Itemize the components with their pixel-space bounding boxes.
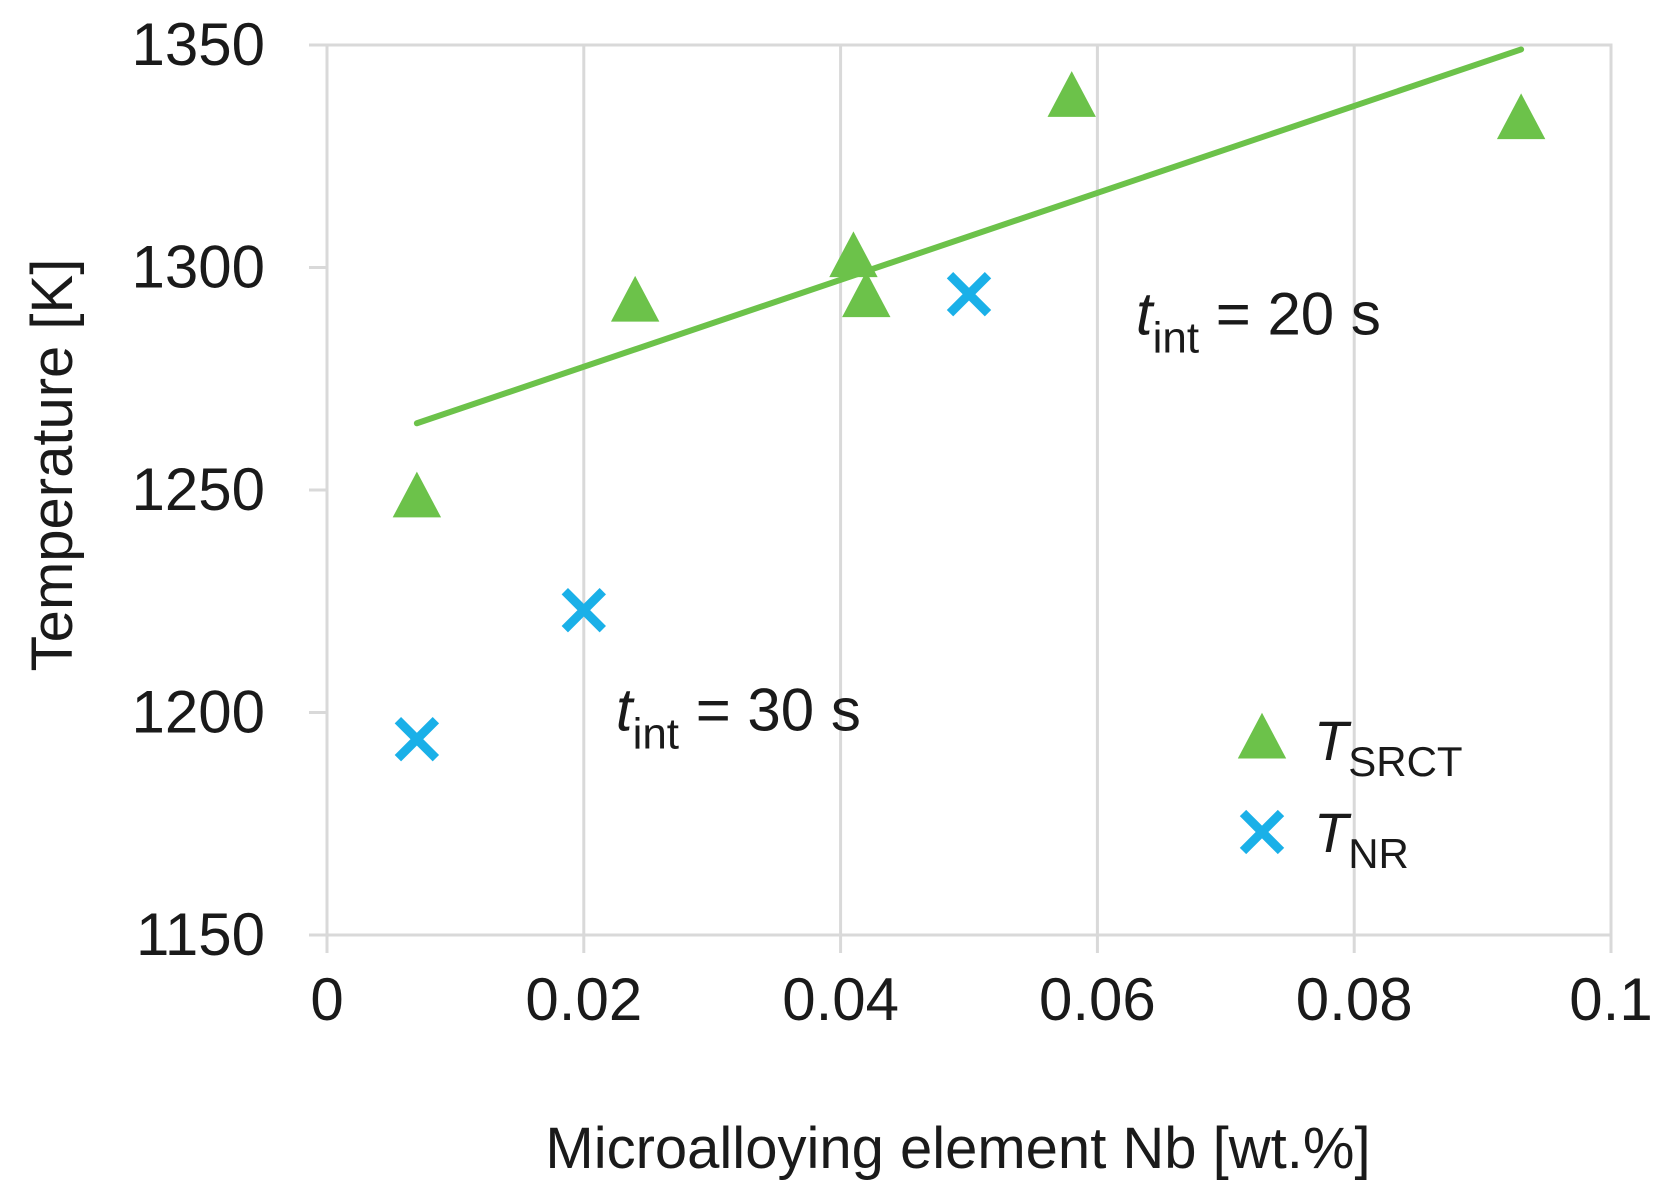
x-marker-stroke: [394, 717, 440, 762]
annotation-a30: tint = 30 s: [616, 676, 861, 758]
data-point-tnr: [946, 272, 992, 317]
x-axis-ticks: 0 0.02 0.04 0.06 0.08 0.1: [310, 935, 1653, 1033]
legend-label: TSRCT: [1314, 709, 1463, 785]
data-point-tsrct: [829, 231, 878, 278]
legend-marker-tsrct: [1237, 712, 1287, 759]
trendline: [413, 46, 1525, 427]
data-markers: [392, 71, 1546, 762]
x-marker-stroke: [946, 272, 992, 317]
grid-lines: [582, 45, 1356, 935]
y-axis-title: Temperature [K]: [20, 259, 85, 672]
data-point-tsrct: [610, 275, 660, 322]
x-tick-label: 0.04: [782, 966, 899, 1033]
data-point-tsrct: [842, 271, 891, 318]
annotations: tint = 20 s tint = 30 s: [616, 280, 1381, 758]
plot-frame: [325, 43, 1613, 937]
y-tick-label: 1200: [132, 679, 265, 746]
data-point-tnr: [394, 717, 440, 762]
legend-marker-tnr: [1239, 809, 1285, 855]
annotation-a20: tint = 20 s: [1136, 280, 1381, 362]
y-tick-label: 1250: [132, 456, 265, 523]
x-marker-stroke: [561, 587, 606, 633]
x-tick-label: 0.08: [1296, 966, 1413, 1033]
y-tick-label: 1350: [132, 11, 265, 78]
x-marker-stroke: [1239, 809, 1285, 855]
y-tick-label: 1150: [136, 901, 265, 968]
x-tick-label: 0.06: [1039, 966, 1156, 1033]
data-point-tnr: [561, 587, 606, 633]
data-point-tsrct: [1047, 71, 1096, 117]
legend-label: TNR: [1314, 801, 1409, 877]
y-axis-ticks: 1150 1200 1250 1300 1350: [132, 11, 327, 968]
data-point-tsrct: [1496, 93, 1546, 140]
x-tick-label: 0.02: [525, 966, 642, 1033]
x-tick-label: 0: [310, 966, 343, 1033]
legend: TSRCT TNR: [1237, 709, 1463, 877]
x-axis-title: Microalloying element Nb [wt.%]: [545, 1116, 1370, 1181]
x-tick-label: 0.1: [1569, 966, 1652, 1033]
y-tick-label: 1300: [132, 234, 265, 301]
data-point-tsrct: [392, 471, 442, 518]
